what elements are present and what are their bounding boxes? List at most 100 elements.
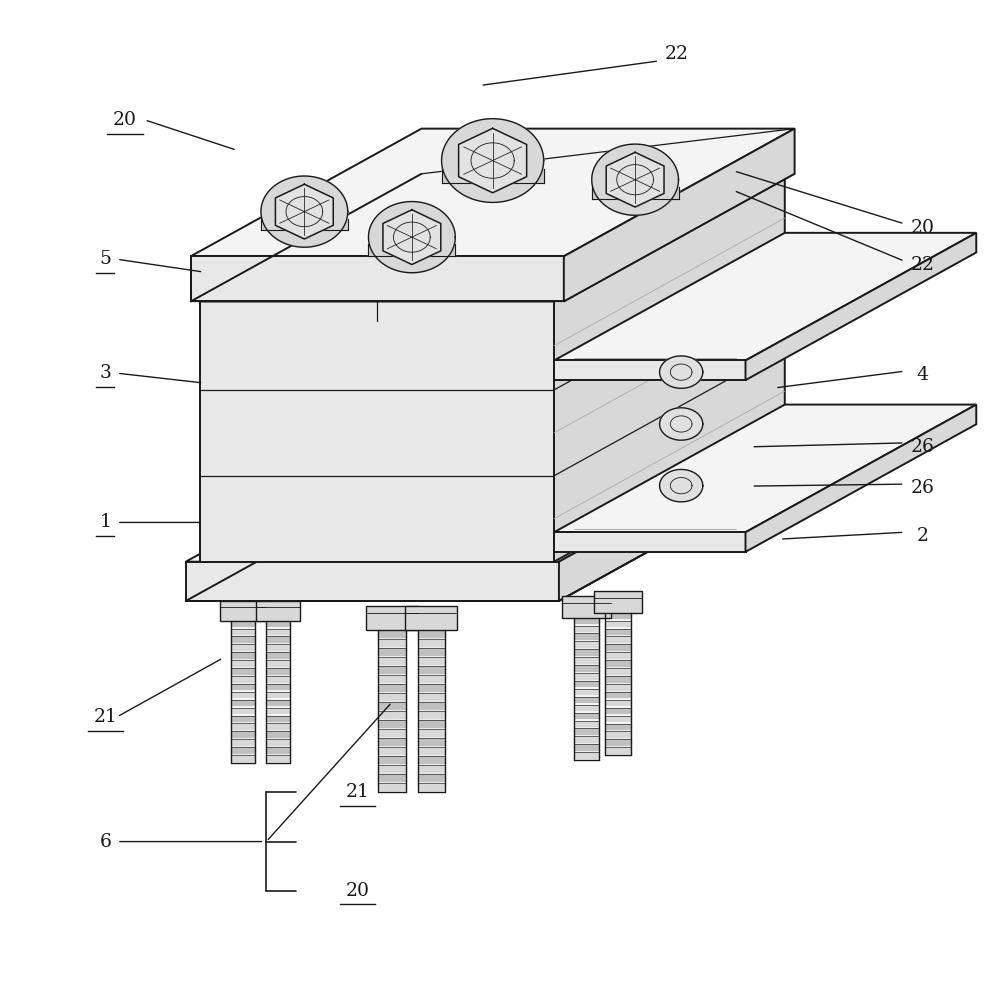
Polygon shape	[605, 676, 631, 682]
Polygon shape	[266, 747, 290, 753]
Text: 26: 26	[910, 438, 934, 456]
Polygon shape	[605, 700, 631, 705]
Polygon shape	[574, 618, 599, 624]
Polygon shape	[574, 713, 599, 718]
Polygon shape	[378, 667, 406, 673]
Polygon shape	[554, 233, 976, 360]
Polygon shape	[266, 692, 290, 697]
Polygon shape	[231, 708, 254, 713]
Polygon shape	[231, 739, 254, 744]
Polygon shape	[231, 644, 254, 650]
Polygon shape	[378, 766, 406, 772]
Polygon shape	[266, 739, 290, 744]
Polygon shape	[418, 775, 445, 781]
Polygon shape	[418, 648, 445, 655]
Polygon shape	[418, 766, 445, 772]
Polygon shape	[266, 636, 290, 642]
Polygon shape	[275, 185, 333, 239]
Polygon shape	[231, 660, 254, 666]
Polygon shape	[418, 721, 445, 727]
Text: 4: 4	[916, 366, 928, 384]
Polygon shape	[378, 775, 406, 781]
Polygon shape	[266, 755, 290, 761]
Polygon shape	[266, 660, 290, 666]
Polygon shape	[266, 621, 290, 627]
Polygon shape	[605, 668, 631, 674]
Text: 2: 2	[916, 527, 928, 545]
Polygon shape	[368, 245, 455, 256]
Polygon shape	[266, 716, 290, 721]
Polygon shape	[574, 705, 599, 710]
Polygon shape	[574, 641, 599, 647]
Polygon shape	[266, 724, 290, 729]
Polygon shape	[378, 730, 406, 736]
Polygon shape	[418, 693, 445, 700]
Text: 21: 21	[346, 784, 370, 801]
Polygon shape	[378, 747, 406, 754]
Polygon shape	[418, 738, 445, 744]
Polygon shape	[592, 187, 679, 198]
Polygon shape	[564, 129, 795, 301]
Polygon shape	[200, 174, 785, 301]
Polygon shape	[442, 169, 544, 183]
Text: 20: 20	[346, 882, 370, 900]
Polygon shape	[606, 152, 664, 207]
Text: 21: 21	[93, 708, 117, 726]
Polygon shape	[378, 676, 406, 682]
Polygon shape	[660, 469, 703, 502]
Polygon shape	[574, 657, 599, 663]
Polygon shape	[191, 256, 564, 301]
Text: 22: 22	[665, 45, 689, 63]
Polygon shape	[418, 747, 445, 754]
Polygon shape	[554, 405, 976, 532]
Polygon shape	[660, 355, 703, 388]
Polygon shape	[405, 606, 457, 630]
Polygon shape	[231, 628, 254, 634]
Text: 20: 20	[910, 219, 934, 237]
Polygon shape	[200, 301, 554, 562]
Polygon shape	[605, 716, 631, 721]
Polygon shape	[605, 644, 631, 650]
Polygon shape	[605, 684, 631, 689]
Polygon shape	[562, 596, 611, 618]
Polygon shape	[574, 665, 599, 671]
Polygon shape	[574, 729, 599, 734]
Polygon shape	[574, 681, 599, 686]
Polygon shape	[266, 644, 290, 650]
Polygon shape	[418, 784, 445, 790]
Polygon shape	[574, 752, 599, 758]
Polygon shape	[378, 658, 406, 664]
Polygon shape	[231, 621, 254, 627]
Polygon shape	[191, 129, 795, 256]
Polygon shape	[605, 724, 631, 729]
Polygon shape	[231, 652, 254, 658]
Polygon shape	[605, 613, 631, 619]
Polygon shape	[554, 174, 785, 562]
Polygon shape	[574, 744, 599, 750]
Polygon shape	[266, 676, 290, 682]
Polygon shape	[378, 784, 406, 790]
Polygon shape	[231, 636, 254, 642]
Polygon shape	[378, 738, 406, 744]
Text: 20: 20	[113, 111, 137, 129]
Polygon shape	[231, 724, 254, 729]
Polygon shape	[418, 756, 445, 763]
Polygon shape	[256, 601, 300, 621]
Polygon shape	[442, 119, 544, 202]
Polygon shape	[605, 739, 631, 745]
Polygon shape	[660, 408, 703, 440]
Polygon shape	[605, 652, 631, 658]
Polygon shape	[186, 562, 559, 601]
Polygon shape	[266, 732, 290, 736]
Polygon shape	[418, 712, 445, 718]
Polygon shape	[378, 721, 406, 727]
Polygon shape	[418, 639, 445, 646]
Polygon shape	[605, 708, 631, 713]
Polygon shape	[231, 755, 254, 761]
Polygon shape	[574, 633, 599, 639]
Polygon shape	[231, 716, 254, 721]
Polygon shape	[383, 210, 441, 264]
Polygon shape	[746, 233, 976, 380]
Polygon shape	[605, 692, 631, 697]
Polygon shape	[266, 628, 290, 634]
